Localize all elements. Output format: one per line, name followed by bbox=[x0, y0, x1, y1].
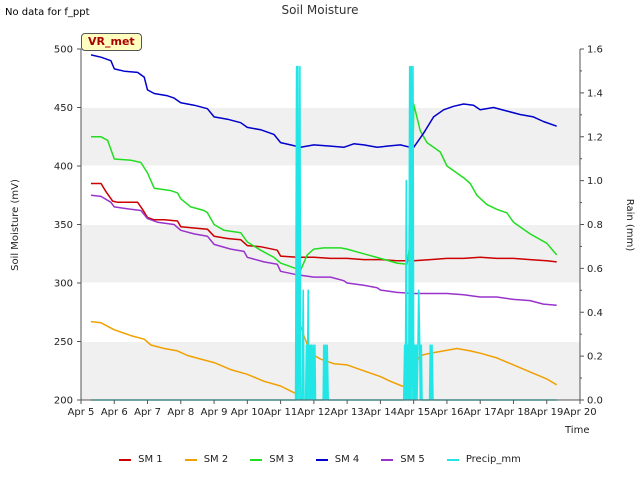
y-tick-label: 250 bbox=[54, 337, 73, 348]
band-200-250 bbox=[81, 341, 580, 400]
y2-tick-label: 0.6 bbox=[587, 264, 603, 275]
x-axis-label: Time bbox=[564, 425, 589, 436]
legend-item-sm4[interactable]: SM 4 bbox=[315, 454, 360, 465]
legend-swatch-sm4 bbox=[315, 458, 328, 461]
y2-tick-label: 0.8 bbox=[587, 220, 603, 231]
legend-swatch-sm3 bbox=[250, 458, 263, 461]
y2-axis-label: Rain (mm) bbox=[624, 199, 635, 252]
y-tick-label: 400 bbox=[54, 162, 73, 173]
x-tick-label: Apr 11 bbox=[264, 407, 297, 418]
x-tick-label: Apr 16 bbox=[430, 407, 463, 418]
x-tick-label: Apr 19 bbox=[530, 407, 563, 418]
legend-item-sm2[interactable]: SM 2 bbox=[184, 454, 229, 465]
y2-tick-label: 1.0 bbox=[587, 176, 603, 187]
legend-item-sm3[interactable]: SM 3 bbox=[250, 454, 294, 465]
x-tick-label: Apr 15 bbox=[397, 407, 430, 418]
legend-item-precip[interactable]: Precip_mm bbox=[446, 454, 521, 465]
band-400-450 bbox=[81, 107, 580, 166]
x-tick-label: Apr 6 bbox=[101, 407, 128, 418]
x-tick-label: Apr 5 bbox=[68, 407, 95, 418]
y2-tick-label: 0.2 bbox=[587, 352, 603, 363]
x-tick-label: Apr 9 bbox=[201, 407, 228, 418]
legend-label-sm3: SM 3 bbox=[269, 454, 294, 465]
legend-swatch-sm5 bbox=[381, 458, 394, 461]
x-tick-label: Apr 20 bbox=[563, 407, 596, 418]
y-tick-label: 450 bbox=[54, 103, 73, 114]
legend-label-sm2: SM 2 bbox=[203, 454, 229, 465]
x-tick-label: Apr 13 bbox=[331, 407, 364, 418]
legend-label-sm4: SM 4 bbox=[334, 454, 360, 465]
y-tick-label: 500 bbox=[54, 45, 73, 56]
plot-axes: Apr 5 Apr 6 Apr 7 Apr 8 Apr 9 Apr 10 Apr 11 Apr… bbox=[54, 45, 603, 419]
series-line-sm-1 bbox=[91, 182, 557, 263]
legend-item-sm5[interactable]: SM 5 bbox=[381, 454, 425, 465]
x-tick-label: Apr 14 bbox=[364, 407, 397, 418]
legend-label-precip: Precip_mm bbox=[465, 454, 521, 465]
y-axis-label: Soil Moisture (mV) bbox=[10, 179, 21, 271]
y-tick-label: 300 bbox=[54, 279, 73, 290]
legend-label-sm5: SM 5 bbox=[400, 454, 425, 465]
y-tick-label: 200 bbox=[54, 396, 73, 407]
x-tick-label: Apr 18 bbox=[497, 407, 530, 418]
y2-tick-label: 0.4 bbox=[587, 308, 603, 319]
band-300-350 bbox=[81, 224, 580, 283]
chart-title: Soil Moisture bbox=[281, 3, 359, 17]
x-tick-label: Apr 12 bbox=[297, 407, 330, 418]
x-tick-label: Apr 7 bbox=[134, 407, 161, 418]
y2-tick-label: 1.2 bbox=[587, 132, 603, 143]
x-tick-label: Apr 8 bbox=[167, 407, 194, 418]
legend-swatch-precip bbox=[446, 458, 459, 461]
series-line-sm-4 bbox=[90, 54, 557, 149]
legend-item-sm1[interactable]: SM 1 bbox=[119, 454, 163, 465]
y-tick-label: 350 bbox=[54, 220, 73, 231]
legend-label-sm1: SM 1 bbox=[138, 454, 163, 465]
series-line-sm-5 bbox=[90, 194, 557, 306]
x-tick-label: Apr 17 bbox=[464, 407, 497, 418]
y2-tick-label: 0.0 bbox=[587, 396, 603, 407]
y2-tick-label: 1.4 bbox=[587, 88, 603, 99]
legend: SM 1 SM 2 SM 3 SM 4 SM 5 Precip_mm bbox=[0, 454, 640, 465]
station-badge: VR_met bbox=[81, 33, 142, 51]
x-tick-label: Apr 10 bbox=[231, 407, 264, 418]
y2-tick-label: 1.6 bbox=[587, 45, 603, 56]
legend-swatch-sm1 bbox=[119, 458, 132, 461]
series-line-sm-3 bbox=[91, 103, 558, 271]
legend-swatch-sm2 bbox=[184, 458, 197, 461]
no-data-note: No data for f_ppt bbox=[5, 7, 90, 18]
